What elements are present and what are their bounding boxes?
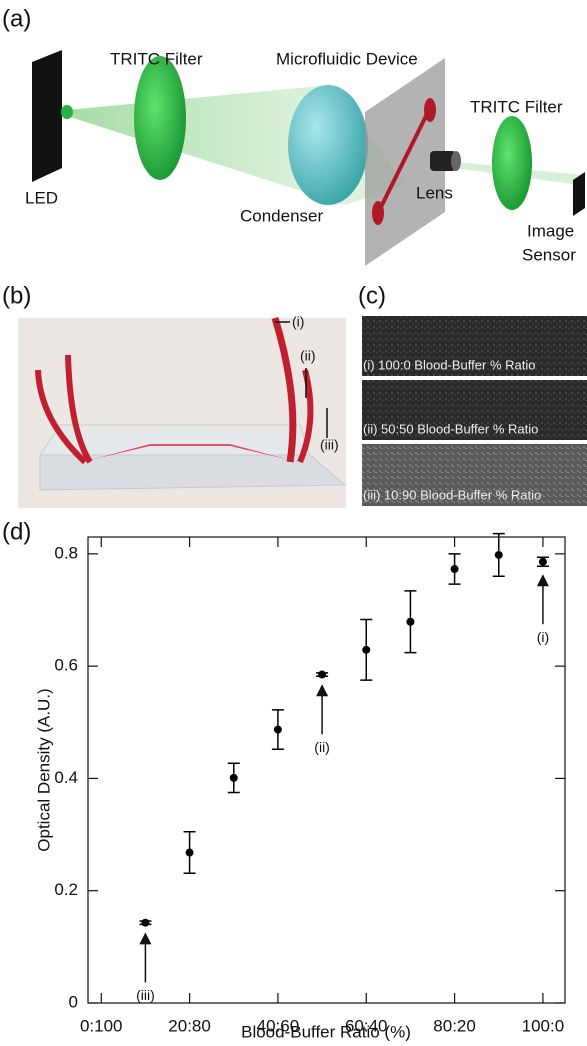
micrograph — [362, 444, 587, 506]
marker: (i) — [292, 314, 304, 330]
y-tick-label: 0.2 — [54, 880, 78, 899]
arrow-head — [536, 574, 549, 587]
micrograph — [362, 316, 587, 376]
marker: (ii) — [300, 348, 316, 364]
data-point — [406, 617, 415, 626]
panel-label: (a) — [2, 5, 31, 32]
caption: (i) 100:0 Blood-Buffer % Ratio — [363, 357, 535, 372]
panel-label: (b) — [2, 282, 31, 309]
data-point — [362, 645, 371, 654]
annotation: (i) — [537, 629, 549, 645]
label: Condenser — [240, 206, 324, 225]
y-tick-label: 0.4 — [54, 768, 78, 787]
x-axis-label: Blood-Buffer Ratio (%) — [241, 1022, 411, 1041]
micrograph — [362, 380, 587, 440]
y-tick-label: 0 — [69, 992, 78, 1011]
marker: (iii) — [320, 437, 339, 453]
y-axis-label: Optical Density (A.U.) — [34, 688, 53, 851]
arrow-head — [316, 684, 329, 697]
y-tick-label: 0.6 — [54, 656, 78, 675]
data-point — [273, 725, 282, 734]
label: TRITC Filter — [110, 49, 203, 68]
panel-label: (c) — [358, 282, 386, 309]
x-tick-label: 100:0 — [522, 1016, 565, 1035]
data-point — [229, 773, 238, 782]
data-point — [450, 565, 459, 574]
label: Image — [527, 221, 574, 240]
device-photo — [18, 316, 347, 508]
caption: (ii) 50:50 Blood-Buffer % Ratio — [363, 421, 538, 436]
data-point — [318, 670, 327, 679]
y-tick-label: 0.8 — [54, 543, 78, 562]
x-tick-label: 40:60 — [257, 1016, 300, 1035]
x-tick-label: 80:20 — [433, 1016, 476, 1035]
data-point — [494, 550, 503, 559]
annotation: (ii) — [314, 739, 330, 755]
label: Sensor — [522, 245, 576, 264]
label: TRITC Filter — [470, 97, 563, 116]
x-tick-label: 60:40 — [345, 1016, 388, 1035]
label: Lens — [416, 183, 453, 202]
optical-setup — [32, 50, 585, 266]
label: LED — [25, 188, 58, 207]
label: Microfluidic Device — [276, 49, 418, 68]
data-point — [538, 557, 547, 566]
panel-label: (d) — [2, 518, 31, 545]
x-tick-label: 0:100 — [80, 1016, 123, 1035]
arrow-head — [139, 932, 152, 945]
caption: (iii) 10:90 Blood-Buffer % Ratio — [363, 487, 541, 502]
annotation: (iii) — [136, 987, 155, 1003]
data-point — [141, 918, 150, 927]
x-tick-label: 20:80 — [168, 1016, 211, 1035]
plot-frame — [87, 536, 566, 1004]
data-point — [185, 848, 194, 857]
